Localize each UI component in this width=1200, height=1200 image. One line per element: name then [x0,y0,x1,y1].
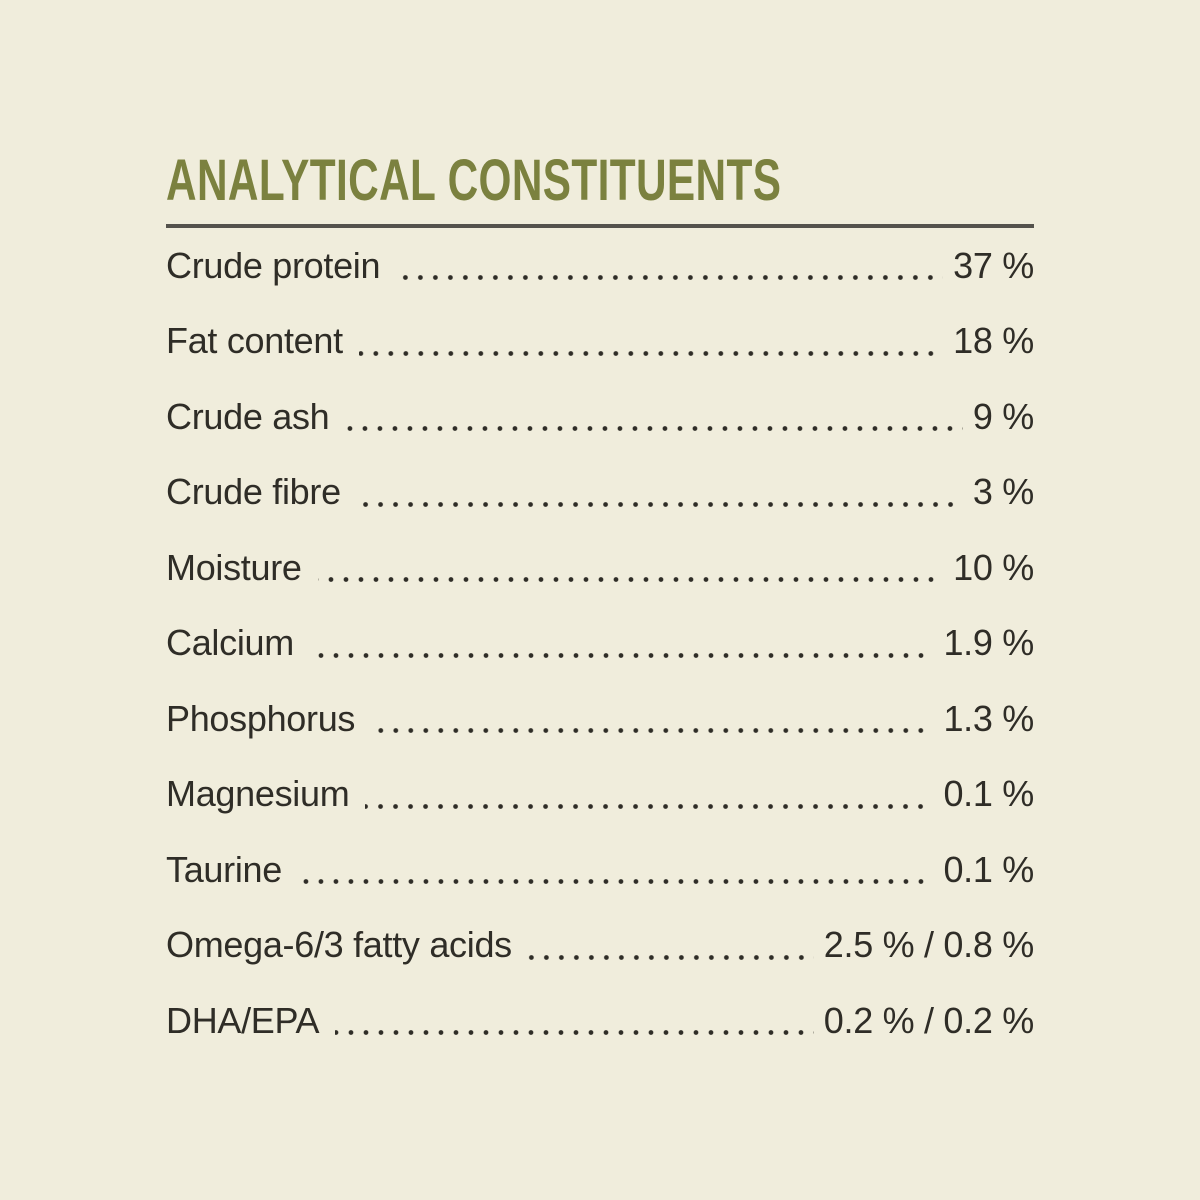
constituent-label: Calcium [166,622,294,664]
constituent-label: Phosphorus [166,697,356,739]
constituent-label: Omega-6/3 fatty acids [166,924,512,966]
dot-leader [527,954,814,960]
table-row: Moisture 10 % [166,530,1034,606]
constituent-value: 1.3 % [943,697,1034,739]
constituent-value: 18 % [953,320,1034,362]
dot-leader [297,879,934,885]
table-row: Omega-6/3 fatty acids 2.5 % / 0.8 % [166,908,1034,984]
constituent-label: Crude fibre [166,471,341,513]
constituents-table: Crude protein 37 % Fat content 18 % Crud… [166,228,1034,1059]
constituent-label: Crude ash [166,395,330,437]
constituent-value: 2.5 % / 0.8 % [823,924,1035,966]
table-row: Phosphorus 1.3 % [166,681,1034,757]
constituent-label: Moisture [166,546,302,588]
constituent-label: Taurine [166,848,282,890]
analytical-constituents-panel: ANALYTICAL CONSTITUENTS Crude protein 37… [166,152,1034,1059]
table-row: Crude protein 37 % [166,228,1034,304]
dot-leader [309,652,934,658]
dot-leader [396,275,944,281]
table-row: Magnesium 0.1 % [166,757,1034,833]
constituent-value: 9 % [972,395,1034,437]
table-row: Crude fibre 3 % [166,455,1034,531]
table-row: Fat content 18 % [166,304,1034,380]
constituent-value: 0.2 % / 0.2 % [823,999,1035,1041]
dot-leader [356,501,963,507]
constituent-value: 0.1 % [943,773,1034,815]
dot-leader [345,426,963,432]
title-divider [166,224,1034,228]
constituent-label: DHA/EPA [166,999,320,1041]
dot-leader [371,728,934,734]
constituent-label: Magnesium [166,773,350,815]
constituent-value: 0.1 % [943,848,1034,890]
constituent-value: 37 % [953,244,1034,286]
panel-title: ANALYTICAL CONSTITUENTS [166,148,782,213]
constituent-value: 10 % [953,546,1034,588]
constituent-value: 1.9 % [943,622,1034,664]
constituent-label: Fat content [166,320,343,362]
table-row: Calcium 1.9 % [166,606,1034,682]
table-row: DHA/EPA 0.2 % / 0.2 % [166,983,1034,1059]
dot-leader [358,350,944,356]
table-row: Crude ash 9 % [166,379,1034,455]
table-row: Taurine 0.1 % [166,832,1034,908]
dot-leader [335,1030,814,1036]
dot-leader [317,577,944,583]
dot-leader [365,803,934,809]
constituent-value: 3 % [972,471,1034,513]
constituent-label: Crude protein [166,244,381,286]
